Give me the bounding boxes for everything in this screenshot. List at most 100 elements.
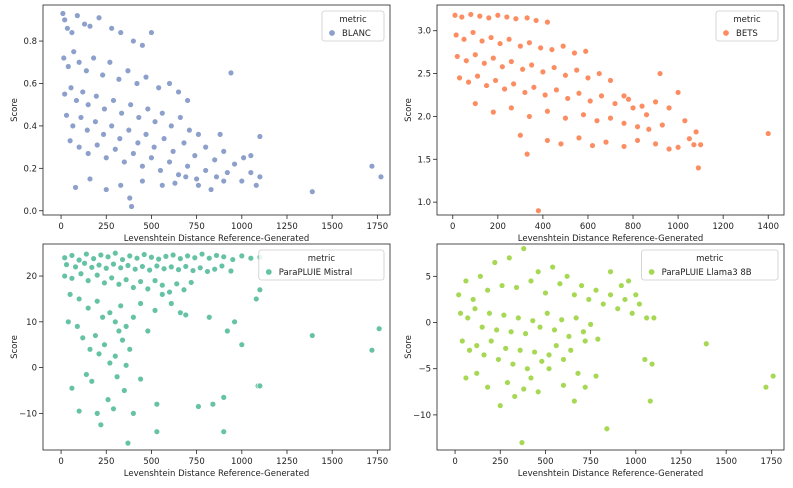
data-point (193, 175, 200, 183)
data-point (607, 291, 614, 299)
data-point (130, 314, 137, 321)
x-axis-label: Levenshtein Distance Reference-Generated (124, 234, 309, 244)
data-point (186, 126, 193, 134)
data-point (548, 46, 556, 53)
data-point (61, 16, 68, 24)
y-tick-label: 0 (426, 319, 431, 329)
data-point (580, 111, 587, 118)
data-point (116, 135, 124, 142)
data-point (578, 282, 585, 289)
data-point (572, 314, 580, 322)
data-point (240, 154, 247, 161)
data-point (585, 296, 593, 303)
data-point (148, 29, 155, 36)
data-point (75, 295, 83, 303)
data-point (90, 54, 97, 62)
data-point (464, 314, 471, 322)
data-point (472, 51, 479, 58)
x-tick-label: 1250 (276, 222, 298, 232)
data-point (182, 311, 189, 319)
data-point (516, 347, 524, 354)
x-tick-label: 250 (98, 457, 114, 467)
data-point (493, 326, 500, 334)
data-point (469, 29, 477, 36)
data-point (519, 66, 526, 73)
data-point (130, 284, 137, 291)
data-point (495, 356, 502, 363)
data-point (159, 182, 166, 189)
data-point (117, 302, 124, 309)
legend-title: metric (308, 254, 336, 264)
data-point (206, 314, 213, 321)
x-tick-label: 1750 (761, 457, 783, 467)
data-point (122, 323, 130, 330)
data-point (483, 82, 490, 89)
data-point (607, 77, 614, 84)
data-point (75, 407, 83, 415)
data-point (571, 49, 578, 57)
x-tick-label: 1000 (231, 457, 253, 467)
data-point (195, 403, 202, 410)
data-point (68, 252, 76, 259)
data-point (471, 305, 479, 312)
series-points (455, 245, 777, 446)
data-point (94, 271, 101, 279)
data-point (175, 266, 182, 273)
data-point (113, 373, 121, 380)
y-tick-label: 2.5 (417, 70, 431, 80)
data-point (527, 277, 535, 285)
data-point (198, 250, 206, 258)
data-point (681, 117, 689, 124)
data-point (117, 264, 124, 272)
x-tick-label: 1500 (715, 457, 737, 467)
data-point (535, 207, 542, 214)
data-point (151, 277, 159, 284)
legend-title: metric (696, 254, 724, 264)
data-point (110, 260, 117, 268)
data-point (551, 326, 558, 334)
y-tick-label: 0.8 (23, 37, 37, 47)
data-point (575, 134, 583, 142)
data-point (513, 284, 520, 291)
y-axis-label: Score (10, 335, 20, 359)
legend: metric BLANC (321, 10, 385, 42)
data-point (596, 70, 603, 77)
data-point (202, 167, 209, 174)
data-point (169, 251, 177, 259)
chart-panel-1: 0 250 500 750 1000 1250 1500 1750 0.0 0.2 0.4 0.6 0.… (10, 4, 391, 244)
data-point (103, 154, 110, 161)
data-point (92, 332, 99, 339)
y-tick-label: 0.6 (23, 79, 37, 89)
series-points (451, 11, 772, 214)
data-point (256, 133, 264, 140)
data-point (166, 80, 173, 87)
data-point (526, 113, 533, 120)
data-point (674, 89, 682, 96)
data-point (72, 263, 79, 271)
data-point (75, 143, 83, 151)
data-point (564, 95, 571, 102)
data-point (458, 13, 465, 21)
data-point (368, 163, 376, 170)
data-point (84, 304, 92, 312)
data-point (101, 279, 108, 287)
data-point (117, 182, 124, 189)
data-point (86, 175, 94, 183)
data-point (598, 92, 605, 100)
data-point (558, 316, 565, 323)
data-point (648, 360, 656, 368)
chart-panel-2: 0 200 400 600 800 1000 1200 1400 1.0 1.5 2.0 2.5 3.0… (404, 4, 785, 244)
x-tick-label: 1000 (231, 222, 253, 232)
data-point (227, 267, 235, 275)
data-point (128, 203, 135, 210)
data-point (125, 126, 133, 134)
data-point (524, 365, 531, 372)
data-point (112, 146, 119, 153)
data-point (481, 60, 488, 67)
data-point (592, 286, 600, 294)
y-axis-label: Score (404, 335, 414, 359)
data-point (529, 317, 536, 324)
data-point (88, 378, 95, 385)
x-tick-label: 1250 (670, 457, 692, 467)
data-point (95, 350, 103, 358)
